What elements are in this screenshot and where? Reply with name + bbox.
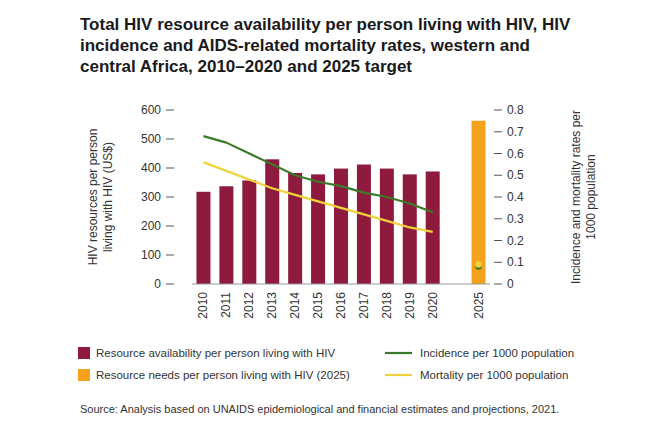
legend-swatch <box>78 369 90 381</box>
y2-axis-title: Incidence and mortality rates per1000 po… <box>569 110 598 284</box>
y-tick-label: 400 <box>141 161 161 175</box>
y-tick <box>166 255 174 256</box>
x-tick-label: 2012 <box>242 292 256 319</box>
legend-swatch <box>78 347 90 359</box>
legend-label: Resource availability per person living … <box>96 347 335 359</box>
y-axis-title: HIV resources per personliving with HIV … <box>86 129 115 266</box>
title: Total HIV resource availability per pers… <box>80 15 571 76</box>
y2-tick-label: 0.2 <box>507 234 524 248</box>
y2-tick <box>494 131 502 132</box>
source: Source: Analysis based on UNAIDS epidemi… <box>80 403 559 415</box>
y-tick-label: 0 <box>154 277 161 291</box>
y-tick <box>166 110 174 111</box>
y2-tick <box>494 110 502 111</box>
y2-tick <box>494 175 502 176</box>
bar <box>219 186 233 284</box>
y-tick-label: 100 <box>141 248 161 262</box>
x-tick-label: 2017 <box>357 292 371 319</box>
y-tick-label: 300 <box>141 190 161 204</box>
y2-tick-label: 0 <box>507 277 514 291</box>
bar <box>311 174 325 284</box>
bar <box>426 171 440 284</box>
y2-tick-label: 0.6 <box>507 147 524 161</box>
x-tick-label: 2010 <box>196 292 210 319</box>
y-tick <box>166 168 174 169</box>
x-tick-label: 2018 <box>380 292 394 319</box>
x-tick-label: 2025 <box>472 292 486 319</box>
bar <box>357 165 371 284</box>
x-tick-label: 2015 <box>311 292 325 319</box>
y-tick-label: 200 <box>141 219 161 233</box>
x-tick-label: 2011 <box>219 292 233 318</box>
y-tick <box>166 139 174 140</box>
chart: Total HIV resource availability per pers… <box>0 0 670 431</box>
x-tick-label: 2014 <box>288 292 302 319</box>
y2-tick <box>494 240 502 241</box>
y-tick <box>166 284 174 285</box>
x-tick-label: 2016 <box>334 292 348 319</box>
bar <box>288 173 302 284</box>
y2-tick <box>494 153 502 154</box>
legend-swatch <box>385 352 412 354</box>
bar <box>196 192 210 284</box>
x-tick-label: 2019 <box>403 292 417 319</box>
y-tick-label: 500 <box>141 132 161 146</box>
legend-label: Mortality per 1000 population <box>420 369 568 381</box>
plot-area <box>196 121 485 284</box>
x-axis <box>192 284 490 285</box>
x-tick-label: 2013 <box>265 292 279 319</box>
y-tick-label: 600 <box>141 103 161 117</box>
y2-tick-label: 0.7 <box>507 125 524 139</box>
y-tick <box>166 226 174 227</box>
bar <box>265 159 279 284</box>
bar <box>380 169 394 284</box>
legend-label: Incidence per 1000 population <box>420 347 574 359</box>
y2-tick-label: 0.5 <box>507 168 524 182</box>
legend-swatch <box>385 374 412 376</box>
y2-tick <box>494 218 502 219</box>
y2-tick-label: 0.1 <box>507 255 524 269</box>
x-tick-label: 2020 <box>426 292 440 319</box>
y-tick <box>166 197 174 198</box>
y2-tick-label: 0.3 <box>507 212 524 226</box>
line <box>203 162 478 264</box>
legend-label: Resource needs per person living with HI… <box>96 369 350 381</box>
y2-tick <box>494 262 502 263</box>
y2-tick <box>494 284 502 285</box>
bar <box>242 180 256 284</box>
y2-tick-label: 0.8 <box>507 103 524 117</box>
target-point <box>475 261 481 267</box>
y2-tick <box>494 197 502 198</box>
bar <box>472 121 486 284</box>
line <box>203 136 478 267</box>
y2-tick-label: 0.4 <box>507 190 524 204</box>
